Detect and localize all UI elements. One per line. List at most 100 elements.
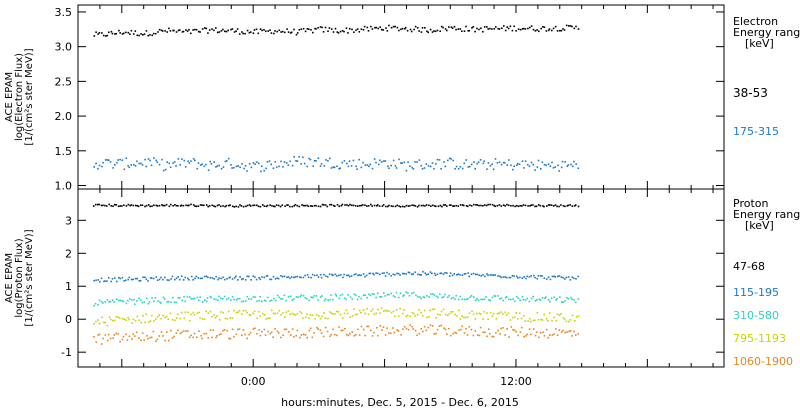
- data-point: [220, 333, 222, 335]
- data-point: [136, 277, 139, 280]
- data-point: [356, 298, 359, 301]
- data-point: [571, 165, 574, 168]
- data-point: [261, 312, 264, 315]
- data-point: [244, 309, 247, 312]
- data-point: [360, 204, 363, 207]
- data-point: [241, 334, 243, 337]
- data-point: [551, 29, 553, 32]
- data-point: [484, 275, 486, 278]
- data-point: [447, 159, 449, 162]
- data-point: [112, 167, 114, 169]
- data-point: [368, 165, 370, 168]
- data-point: [543, 163, 546, 166]
- data-point: [455, 28, 457, 31]
- data-point: [145, 297, 148, 300]
- data-point: [539, 275, 542, 277]
- data-point: [299, 336, 301, 339]
- data-point: [453, 273, 455, 275]
- data-point: [229, 338, 232, 340]
- data-point: [141, 332, 144, 335]
- data-point: [128, 276, 131, 279]
- data-point: [237, 206, 240, 208]
- data-point: [134, 165, 137, 167]
- data-point: [253, 310, 256, 313]
- data-point: [339, 294, 342, 297]
- data-point: [102, 337, 104, 340]
- data-point: [502, 313, 504, 315]
- data-point: [483, 204, 486, 206]
- data-point: [258, 277, 260, 279]
- data-point: [235, 275, 237, 278]
- data-point: [525, 277, 527, 280]
- data-point: [384, 275, 387, 277]
- data-point: [353, 293, 356, 296]
- data-point: [414, 329, 417, 332]
- data-point: [242, 205, 245, 208]
- data-point: [167, 318, 170, 320]
- data-point: [463, 316, 465, 319]
- data-point: [264, 334, 267, 336]
- data-point: [278, 29, 281, 32]
- data-point: [377, 308, 379, 311]
- data-point: [175, 301, 177, 304]
- data-point: [203, 165, 206, 168]
- data-point: [182, 279, 185, 281]
- data-point: [138, 162, 140, 165]
- data-point: [577, 298, 580, 300]
- data-point: [162, 314, 164, 317]
- data-point: [108, 316, 111, 318]
- data-point: [126, 339, 129, 341]
- data-point: [270, 278, 273, 281]
- data-point: [352, 204, 355, 207]
- data-point: [187, 277, 189, 280]
- data-point: [360, 325, 363, 328]
- data-point: [358, 204, 361, 207]
- data-point: [454, 168, 456, 170]
- data-point: [449, 272, 452, 274]
- data-point: [345, 309, 348, 312]
- data-point: [367, 313, 370, 315]
- data-point: [128, 335, 131, 338]
- data-point: [420, 274, 422, 276]
- data-point: [248, 298, 250, 300]
- data-point: [567, 204, 570, 207]
- data-point: [478, 334, 481, 337]
- data-point: [304, 30, 307, 33]
- data-point: [188, 336, 191, 339]
- data-point: [519, 204, 522, 207]
- data-point: [287, 164, 290, 166]
- data-point: [119, 340, 121, 343]
- data-point: [504, 296, 507, 299]
- data-point: [566, 205, 569, 207]
- data-point: [467, 205, 469, 208]
- data-point: [506, 276, 508, 279]
- data-point: [207, 337, 209, 339]
- data-point: [502, 327, 504, 329]
- data-point: [263, 328, 266, 331]
- data-point: [201, 163, 203, 165]
- data-point: [104, 321, 106, 324]
- data-point: [506, 164, 509, 166]
- data-point: [560, 276, 563, 278]
- data-point: [493, 28, 496, 30]
- data-point: [225, 30, 228, 33]
- data-point: [298, 29, 301, 31]
- data-point: [160, 302, 162, 304]
- data-point: [283, 275, 286, 278]
- data-point: [549, 334, 551, 336]
- data-point: [266, 161, 269, 163]
- data-point: [575, 25, 577, 28]
- data-point: [263, 29, 265, 31]
- data-point: [246, 311, 248, 314]
- data-point: [314, 27, 316, 30]
- data-point: [432, 293, 434, 295]
- data-point: [454, 331, 456, 334]
- data-point: [290, 276, 293, 278]
- data-point: [99, 280, 101, 283]
- data-point: [289, 160, 291, 163]
- data-point: [102, 302, 104, 304]
- data-point: [145, 313, 147, 315]
- data-point: [354, 205, 357, 207]
- data-point: [246, 337, 248, 340]
- data-point: [255, 28, 258, 31]
